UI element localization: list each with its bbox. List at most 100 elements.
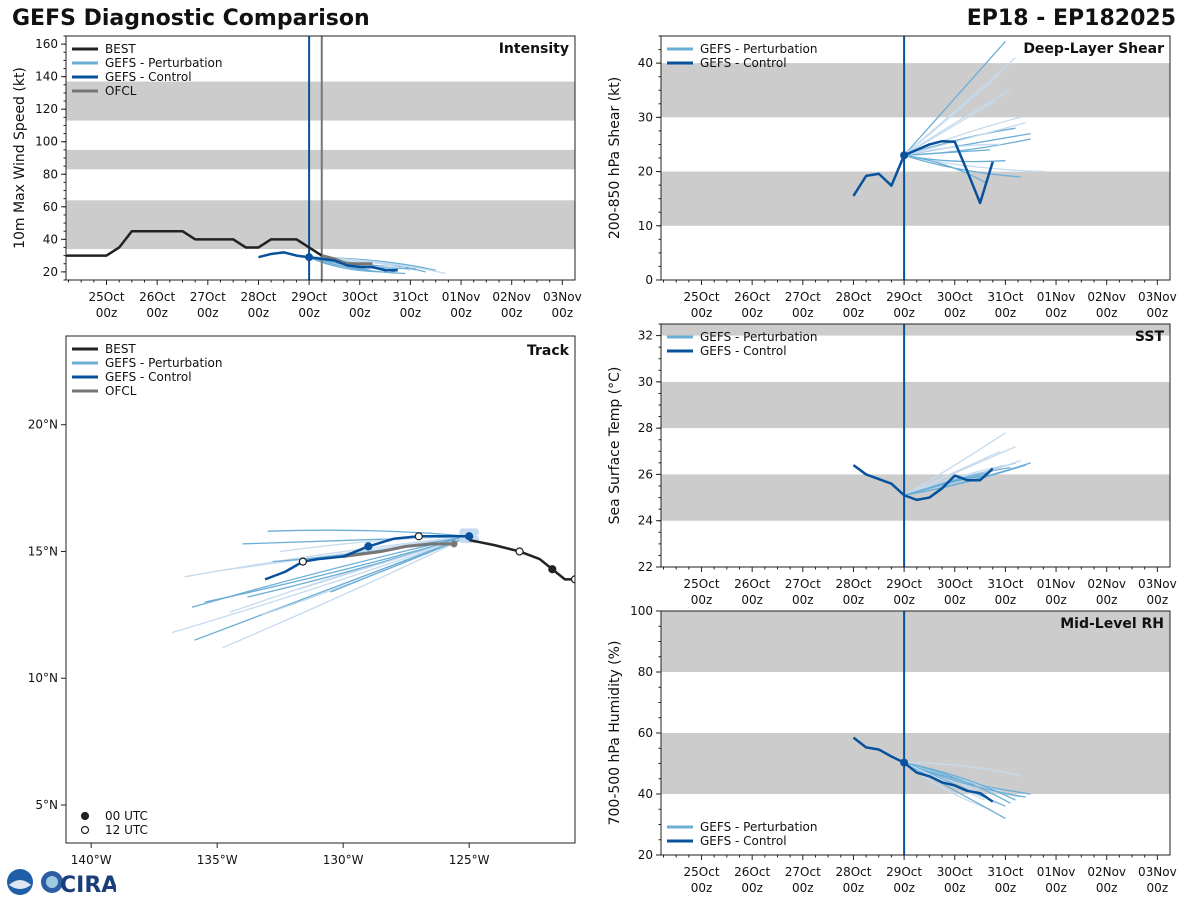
intensity-xtick-date: 25Oct [89,290,125,304]
intensity-xtick-date: 27Oct [190,290,226,304]
rh-xtick-date: 27Oct [785,865,821,879]
intensity-xtick-hour: 00z [552,306,574,320]
sst-xtick-hour: 00z [843,593,865,607]
shear-control-marker [900,151,909,160]
intensity-xtick-hour: 00z [248,306,270,320]
sst-perturbation-line [903,446,1016,496]
rh-xtick-hour: 00z [741,881,763,895]
intensity-xtick-hour: 00z [349,306,371,320]
sst-xtick-hour: 00z [741,593,763,607]
shear-xtick-date: 27Oct [785,290,821,304]
sst-legend-label: GEFS - Perturbation [700,330,817,344]
intensity-ofcl-line [321,254,373,266]
rh-ytick-label: 100 [630,604,653,618]
shear-ytick-label: 30 [638,110,653,124]
rh-xtick-hour: 00z [995,881,1017,895]
rh-ytick-label: 20 [638,848,653,862]
rh-xtick-hour: 00z [843,881,865,895]
sst-panel: 22 24 26 28 30 32 25Oct 00z 26Oct 00z 27Oct 00z 28Oc… [607,323,1177,607]
track-legend-label: GEFS - Control [105,370,192,384]
rh-ytick-label: 80 [638,665,653,679]
shear-xtick-date: 01Nov [1037,290,1076,304]
page-title: GEFS Diagnostic Comparison [12,6,370,31]
rh-ytick-label: 60 [638,726,653,740]
rh-legend-label: GEFS - Control [700,834,787,848]
sst-xtick-date: 26Oct [734,577,770,591]
shear-perturbation-line [903,57,1016,156]
noaa-logo-icon [7,869,33,895]
intensity-ytick-label: 80 [43,167,58,181]
track-perturbation-marker [471,528,480,537]
intensity-title: Intensity [499,41,569,57]
intensity-ytick-label: 120 [35,102,58,116]
shear-xtick-hour: 00z [1045,306,1067,320]
sst-xtick-hour: 00z [1096,593,1118,607]
intensity-xtick-date: 30Oct [342,290,378,304]
sst-perturbation-line [903,432,1006,496]
intensity-legend-label: GEFS - Control [105,70,192,84]
intensity-plot-area [66,36,446,280]
shear-plot-area [852,36,1046,280]
intensity-ytick-label: 60 [43,200,58,214]
shear-xtick-hour: 00z [691,306,713,320]
track-control-marker [298,557,307,566]
intensity-ytick-label: 140 [35,70,58,84]
track-perturbation-line [184,535,470,578]
intensity-xtick-hour: 00z [96,306,118,320]
rh-xtick-hour: 00z [691,881,713,895]
sst-ytick-label: 32 [638,329,653,343]
shear-ytick-label: 0 [645,273,653,287]
agency-logos: CIRA [7,869,116,898]
sst-xtick-hour: 00z [1045,593,1067,607]
shear-xtick-hour: 00z [893,306,915,320]
track-perturbation-line [221,535,470,649]
intensity-xtick-hour: 00z [298,306,320,320]
rh-xtick-date: 03Nov [1138,865,1177,879]
track-xtick-label: 125°W [449,853,490,867]
track-ytick-label: 5°N [35,798,58,812]
track-perturbation-line [212,535,470,573]
track-control-marker [364,542,373,551]
sst-band [661,381,1170,429]
track-control-marker [414,532,423,541]
sst-xtick-date: 31Oct [987,577,1023,591]
shear-xtick-hour: 00z [1096,306,1118,320]
shear-band [661,171,1170,226]
sst-xtick-date: 03Nov [1138,577,1177,591]
track-legend-label: BEST [105,342,136,356]
sst-ytick-label: 30 [638,375,653,389]
sst-xtick-hour: 00z [995,593,1017,607]
rh-perturbation-line [903,762,1006,819]
shear-xtick-date: 25Oct [684,290,720,304]
sst-xtick-date: 25Oct [684,577,720,591]
track-marker-legend-symbol [80,825,90,835]
intensity-legend-label: OFCL [105,84,137,98]
intensity-control-marker [305,253,314,262]
sst-control-line [852,464,994,502]
intensity-xtick-date: 31Oct [392,290,428,304]
shear-title: Deep-Layer Shear [1023,41,1164,57]
rh-ytick-label: 40 [638,787,653,801]
rh-xtick-hour: 00z [1096,881,1118,895]
intensity-xtick-date: 02Nov [492,290,531,304]
rh-ylabel: 700-500 hPa Humidity (%) [607,641,623,826]
shear-perturbation-line [903,154,1046,173]
track-ofcl-line [342,542,455,559]
intensity-xtick-date: 01Nov [442,290,481,304]
rh-xtick-date: 28Oct [835,865,871,879]
rh-xtick-hour: 00z [1147,881,1169,895]
intensity-ytick-label: 100 [35,135,58,149]
track-frame [65,335,576,844]
shear-perturbation-line [903,154,986,183]
sst-xtick-date: 30Oct [937,577,973,591]
shear-xtick-date: 30Oct [937,290,973,304]
track-xtick-label: 135°W [197,853,238,867]
track-marker-legend-label: 00 UTC [105,809,148,823]
track-best-marker [548,565,557,574]
track-xtick-label: 140°W [71,853,112,867]
sst-xtick-hour: 00z [944,593,966,607]
rh-xtick-hour: 00z [944,881,966,895]
shear-ytick-label: 20 [638,165,653,179]
track-ytick-label: 15°N [28,544,58,558]
rh-perturbation-line [903,761,1011,804]
